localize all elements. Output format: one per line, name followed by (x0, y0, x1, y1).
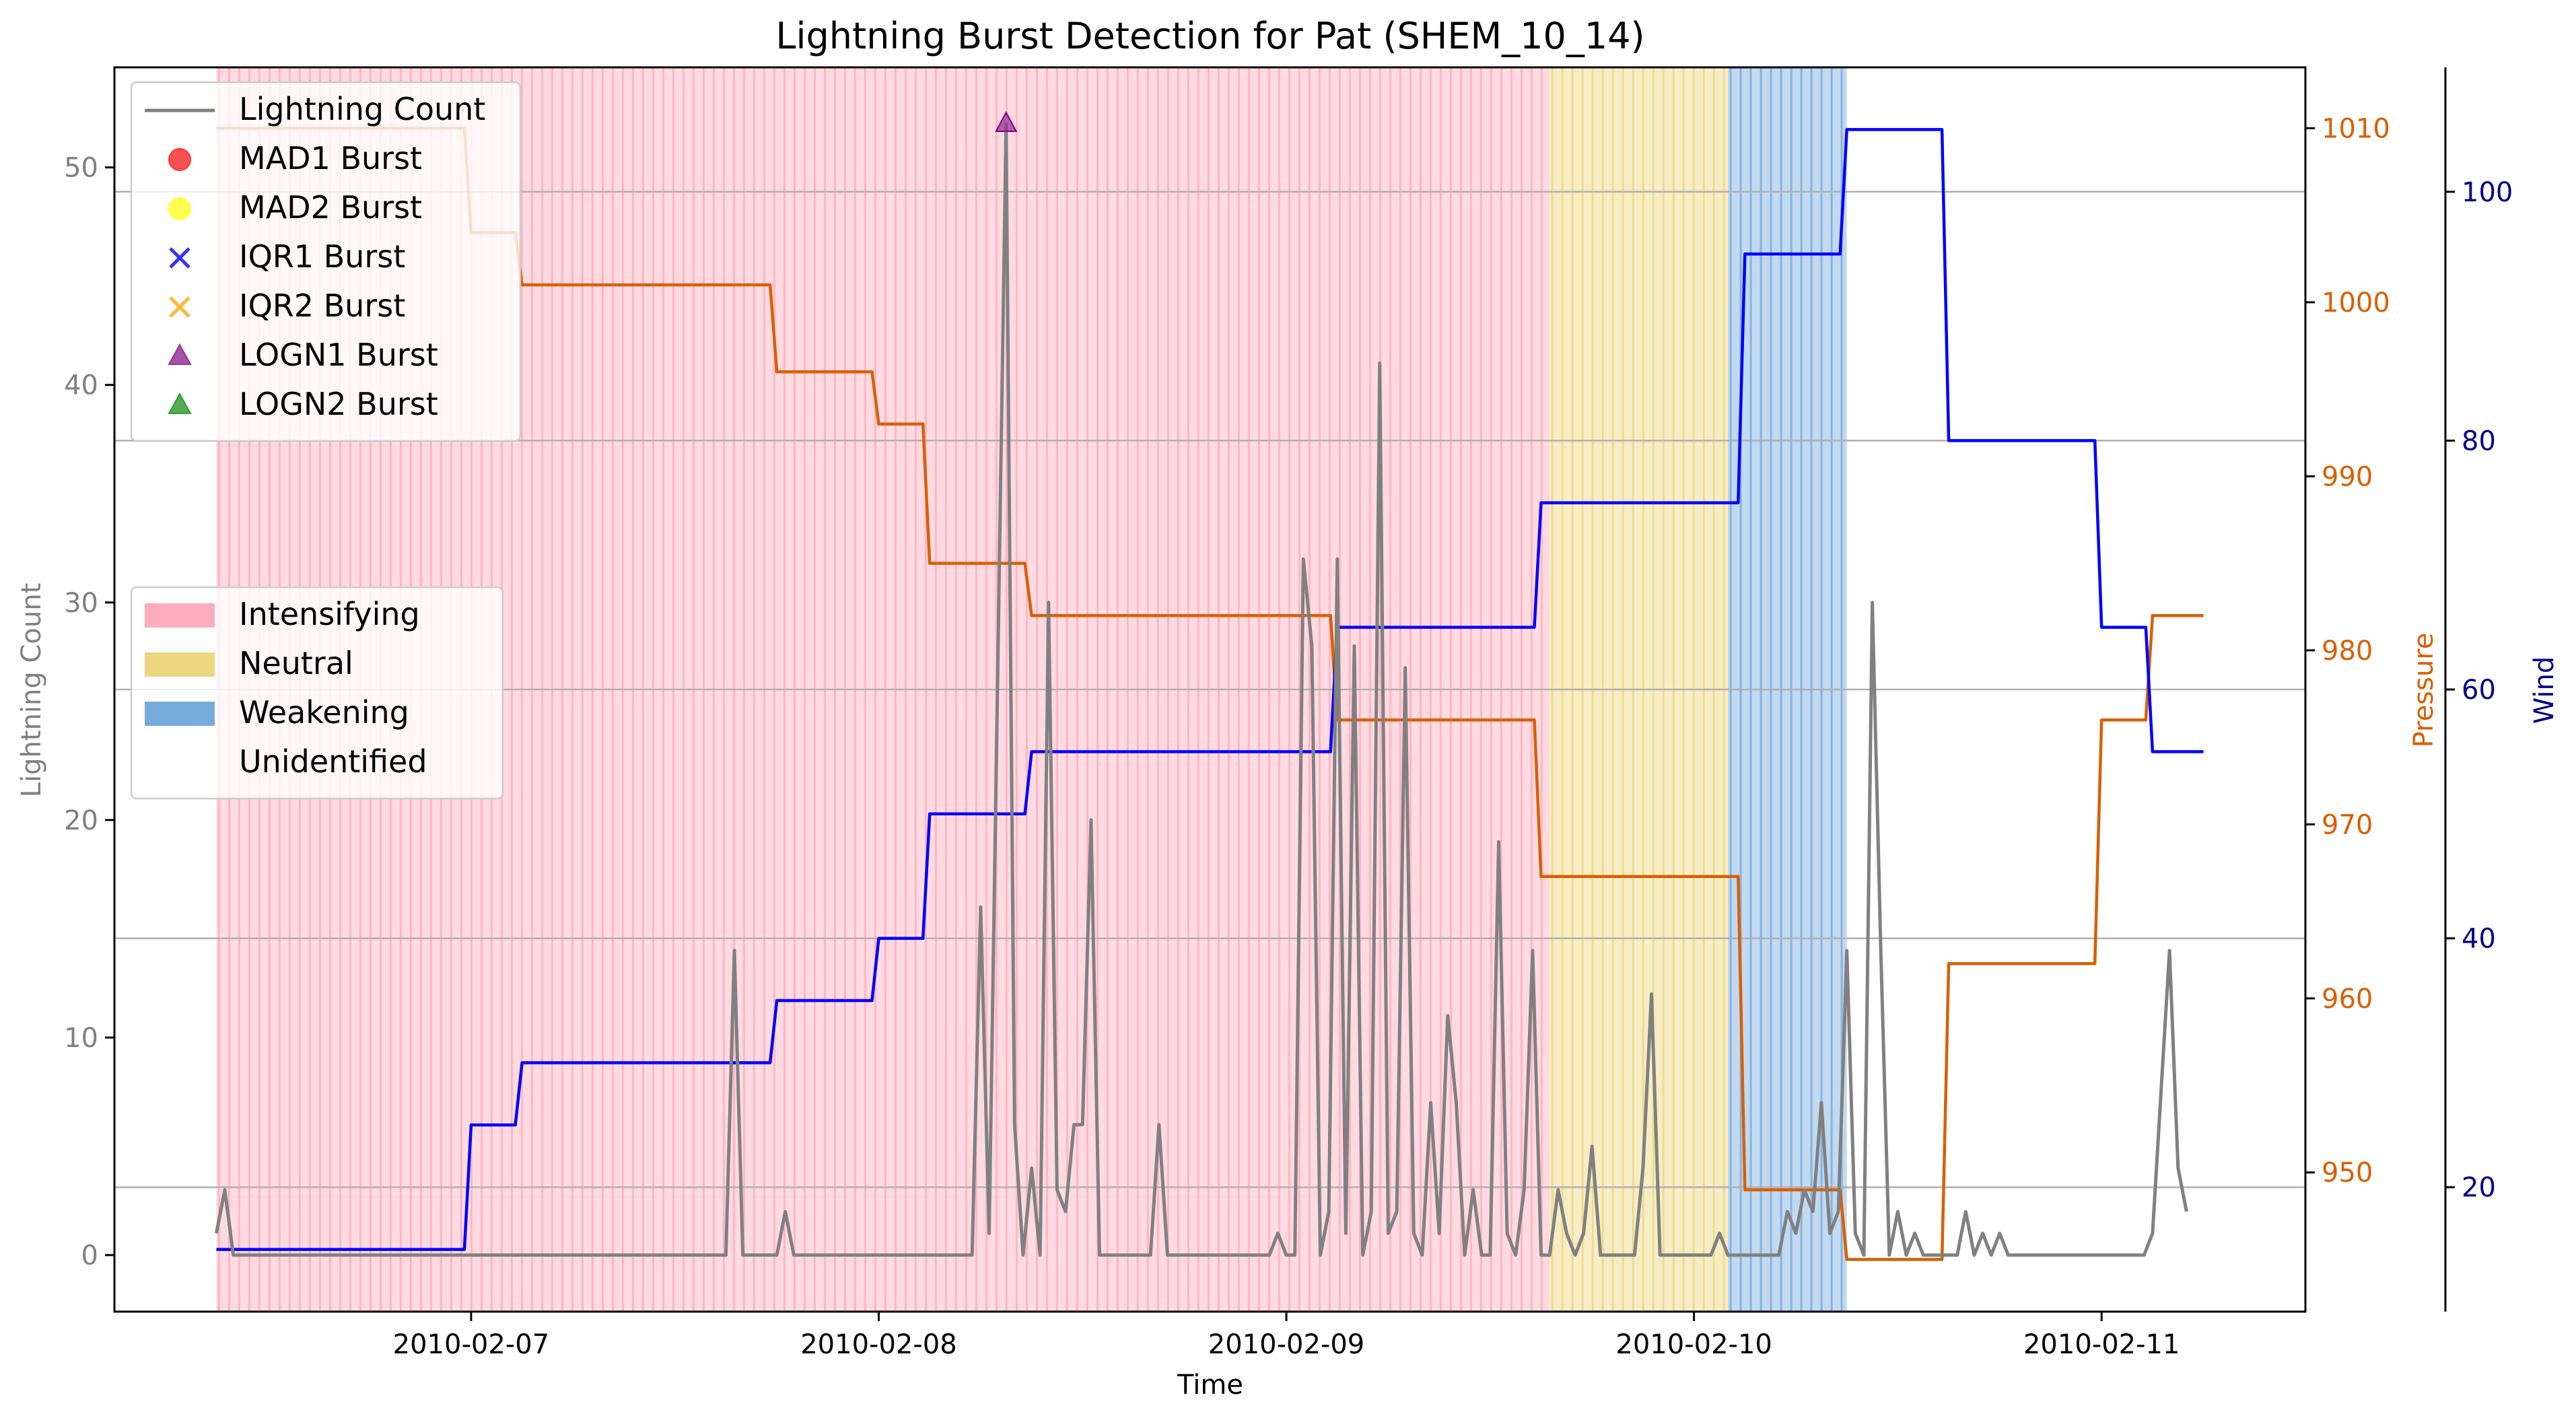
legend-label: Intensifying (239, 596, 420, 632)
legend-label: IQR1 Burst (239, 238, 405, 275)
x-tick-label: 2010-02-09 (1208, 1329, 1364, 1360)
pressure-tick-label: 950 (2322, 1157, 2373, 1188)
x-axis-label: Time (1177, 1370, 1243, 1401)
pressure-tick-label: 1010 (2322, 113, 2390, 144)
pressure-tick-label: 970 (2322, 809, 2373, 840)
legend-label: Unidentified (239, 743, 427, 780)
legend-key-logn1-burst (168, 343, 192, 365)
pressure-tick-label: 960 (2322, 984, 2373, 1015)
x-tick-label: 2010-02-10 (1615, 1329, 1772, 1360)
legend-key-mad2-burst (168, 197, 191, 220)
legend-key-neutral (145, 652, 215, 677)
x-tick-label: 2010-02-07 (393, 1329, 549, 1360)
legend-label: MAD2 Burst (239, 189, 422, 226)
legend-label: IQR2 Burst (239, 288, 405, 324)
lightning-tick-label: 30 (64, 588, 98, 619)
lightning-tick-label: 10 (64, 1023, 98, 1054)
legends: Lightning Count MAD1 Burst MAD2 Burst IQR1 … (130, 81, 522, 800)
x-tick-label: 2010-02-08 (800, 1329, 956, 1360)
legend-key-unidentified (145, 751, 215, 775)
burst-markers (995, 110, 1018, 132)
plot-frame (113, 66, 2307, 1313)
legend-key-mad1-burst (168, 148, 191, 171)
legend-series: Lightning Count MAD1 Burst MAD2 Burst IQR1 … (130, 81, 522, 442)
x-tick-label: 2010-02-11 (2023, 1329, 2180, 1360)
lightning-tick-label: 0 (81, 1240, 98, 1271)
legend-key-iqr2-burst (169, 296, 190, 318)
pressure-tick-label: 980 (2322, 636, 2373, 667)
legend-key-iqr1-burst (169, 247, 190, 269)
lightning-tick-label: 50 (64, 153, 98, 184)
chart-title: Lightning Burst Detection for Pat (SHEM_… (775, 15, 1644, 57)
lightning-tick-label: 40 (64, 370, 98, 401)
y-axis-label-pressure: Pressure (2408, 633, 2439, 748)
legend-key-weakening (145, 702, 215, 726)
lightning-count-line (214, 122, 2188, 1257)
lightning-tick-label: 20 (64, 805, 98, 836)
wind-tick-label: 60 (2462, 675, 2496, 706)
axes: 0 10 20 30 40 50 950 960 970 980 990 1000 1010 20 40 60… (64, 66, 2513, 1360)
legend-series-frame (130, 81, 522, 442)
wind-tick-label: 40 (2462, 924, 2496, 955)
wind-tick-label: 100 (2462, 177, 2513, 208)
pressure-tick-label: 1000 (2322, 288, 2390, 318)
pressure-tick-label: 990 (2322, 461, 2373, 492)
y-axis-label-lightning: Lightning Count (16, 583, 47, 798)
legend-phases: Intensifying Neutral Weakening Unidentified (130, 586, 504, 800)
logn1-burst-marker (995, 110, 1018, 132)
wind-tick-label: 80 (2462, 426, 2496, 457)
legend-label: Weakening (239, 694, 409, 731)
legend-key-intensifying (145, 603, 215, 628)
legend-label: LOGN1 Burst (239, 337, 438, 373)
legend-label: Neutral (239, 645, 353, 681)
legend-key-logn2-burst (168, 392, 192, 414)
legend-label: LOGN2 Burst (239, 386, 438, 422)
legend-label: MAD1 Burst (239, 140, 422, 176)
legend-phases-frame (130, 586, 504, 800)
legend-label: Lightning Count (239, 91, 485, 127)
y-axis-label-wind: Wind (2529, 656, 2560, 724)
series-lines (214, 122, 2204, 1261)
wind-tick-label: 20 (2462, 1172, 2496, 1203)
